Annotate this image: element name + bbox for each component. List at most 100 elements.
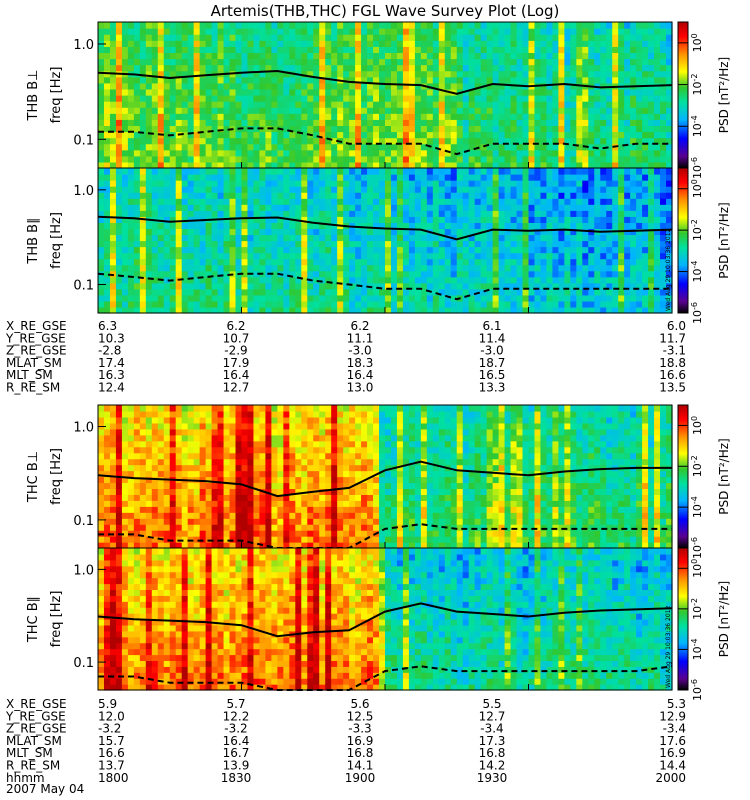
spectrogram-cell <box>223 192 231 199</box>
spectrogram-cell <box>504 46 512 54</box>
spectrogram-cell <box>151 440 159 448</box>
spectrogram-cell <box>307 198 314 205</box>
spectrogram-cell <box>199 82 207 90</box>
spectrogram-cell <box>157 440 165 448</box>
spectrogram-cell <box>534 161 542 169</box>
spectrogram-cell <box>98 161 105 169</box>
spectrogram-cell <box>145 222 153 230</box>
spectrogram-cell <box>157 240 165 248</box>
spectrogram-cell <box>534 155 542 163</box>
spectrogram-cell <box>181 131 189 139</box>
spectrogram-cell <box>516 210 524 217</box>
spectrogram-cell <box>552 180 559 187</box>
spectrogram-cell <box>343 252 350 260</box>
spectrogram-cell <box>528 210 536 217</box>
spectrogram-cell <box>313 210 320 217</box>
spectrogram-cell <box>522 282 530 290</box>
spectrogram-cell <box>552 270 559 278</box>
spectrogram-cell <box>408 58 416 66</box>
spectrogram-cell <box>540 228 548 236</box>
spectrogram-cell <box>253 276 261 284</box>
spectrogram-cell <box>606 88 613 96</box>
spectrogram-cell <box>385 40 392 47</box>
spectrogram-cell <box>450 168 458 175</box>
spectrogram-cell <box>510 276 518 284</box>
spectrogram-cell <box>295 95 302 102</box>
spectrogram-cell <box>307 258 314 266</box>
spectrogram-cell <box>103 306 111 314</box>
spectrogram-cell <box>373 168 380 175</box>
spectrogram-cell <box>426 40 434 47</box>
spectrogram-cell <box>133 512 141 519</box>
spectrogram-cell <box>313 240 320 248</box>
spectrogram-cell <box>157 88 165 96</box>
spectrogram-cell <box>115 446 123 454</box>
spectrogram-cell <box>426 22 434 29</box>
spectrogram-cell <box>187 137 195 145</box>
spectrogram-cell <box>600 174 607 181</box>
spectrogram-cell <box>498 125 506 133</box>
spectrogram-cell <box>594 246 601 254</box>
spectrogram-cell <box>349 276 356 284</box>
spectrogram-cell <box>271 198 278 205</box>
spectrogram-cell <box>277 88 284 96</box>
spectrogram-cell <box>199 155 207 163</box>
spectrogram-cell <box>115 186 123 193</box>
spectrogram-cell <box>259 46 267 54</box>
spectrogram-cell <box>289 168 296 175</box>
spectrogram-cell <box>660 70 667 78</box>
spectrogram-cell <box>301 288 308 296</box>
spectrogram-cell <box>331 149 338 157</box>
spectrogram-cell <box>564 82 571 90</box>
spectrogram-cell <box>600 34 607 41</box>
spectrogram-cell <box>211 52 219 60</box>
spectrogram-cell <box>390 64 398 72</box>
spectrogram-cell <box>139 161 147 169</box>
spectrogram-cell <box>235 161 243 169</box>
spectrogram-cell <box>420 95 428 102</box>
spectrogram-cell <box>145 88 153 96</box>
spectrogram-cell <box>127 216 135 223</box>
spectrogram-cell <box>654 228 661 236</box>
spectrogram-cell <box>319 64 326 72</box>
spectrogram-cell <box>247 64 255 72</box>
spectrogram-cell <box>618 234 625 242</box>
spectrogram-cell <box>307 216 314 223</box>
spectrogram-cell <box>534 168 542 175</box>
spectrogram-cell <box>528 276 536 284</box>
spectrogram-cell <box>642 101 649 108</box>
spectrogram-cell <box>169 410 177 418</box>
spectrogram-cell <box>115 488 123 495</box>
spectrogram-cell <box>295 306 302 314</box>
spectrogram-cell <box>259 95 267 102</box>
spectrogram-cell <box>199 234 207 242</box>
spectrogram-cell <box>373 282 380 290</box>
spectrogram-cell <box>390 34 398 41</box>
spectrogram-cell <box>576 149 583 157</box>
spectrogram-cell <box>103 64 111 72</box>
spectrogram-cell <box>480 107 488 114</box>
spectrogram-cell <box>498 198 506 205</box>
spectrogram-cell <box>277 210 284 217</box>
spectrogram-cell <box>594 34 601 41</box>
spectrogram-cell <box>564 28 571 35</box>
spectrogram-cell <box>211 137 219 145</box>
spectrogram-cell <box>355 294 362 302</box>
spectrogram-cell <box>390 252 398 260</box>
spectrogram-cell <box>229 222 237 230</box>
spectrogram-cell <box>127 64 135 72</box>
spectrogram-cell <box>540 282 548 290</box>
spectrogram-cell <box>480 52 488 60</box>
spectrogram-cell <box>217 149 225 157</box>
spectrogram-cell <box>618 282 625 290</box>
spectrogram-cell <box>385 131 392 139</box>
spectrogram-cell <box>187 288 195 296</box>
spectrogram-cell <box>612 113 619 120</box>
spectrogram-cell <box>253 282 261 290</box>
spectrogram-cell <box>283 204 290 211</box>
spectrogram-cell <box>606 270 613 278</box>
spectrogram-cell <box>414 155 422 163</box>
spectrogram-cell <box>187 246 195 254</box>
spectrogram-cell <box>648 107 655 114</box>
spectrogram-cell <box>205 288 213 296</box>
